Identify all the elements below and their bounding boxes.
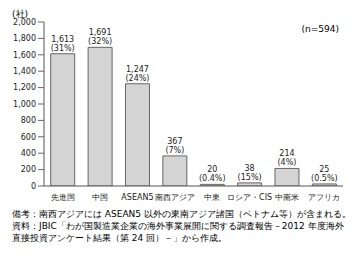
svg-text:367: 367 [167,137,182,146]
svg-text:25: 25 [319,165,329,174]
svg-text:中東: 中東 [204,193,220,202]
svg-text:200: 200 [21,165,36,174]
html-text:資料：JBIC「わが国製造業企業の海外事業展開に関する調査報: 資料：JBIC「わが国製造業企業の海外事業展開に関する調査報告－2012 年度海… [12,221,344,243]
svg-text:1,600: 1,600 [13,51,36,60]
svg-text:アフリカ: アフリカ [308,193,340,202]
html-text:(社): (社) [12,9,28,19]
svg-text:1,800: 1,800 [13,34,36,43]
svg-text:(0.5%): (0.5%) [311,174,338,183]
svg-text:600: 600 [21,133,36,142]
svg-text:中南米: 中南米 [275,193,299,202]
svg-text:南西アジア: 南西アジア [155,193,195,202]
svg-text:ASEAN5: ASEAN5 [121,193,153,202]
svg-text:(0.4%): (0.4%) [199,174,226,183]
svg-text:1,000: 1,000 [13,100,36,109]
svg-text:1,691: 1,691 [89,28,112,37]
svg-text:400: 400 [21,149,36,158]
svg-text:ロシア・CIS: ロシア・CIS [227,193,272,202]
svg-text:800: 800 [21,116,36,125]
svg-text:2,000: 2,000 [13,18,36,27]
html-text:(n=594): (n=594) [301,24,339,34]
svg-text:1,400: 1,400 [13,67,36,76]
svg-text:38: 38 [245,164,255,173]
svg-text:先進国: 先進国 [51,193,75,202]
svg-text:0: 0 [31,182,36,191]
html-text:備考：南西アジアには ASEAN5 以外の東南アジア諸国（ベ: 備考：南西アジアには ASEAN5 以外の東南アジア諸国（ベトナム等）が含まれる… [12,209,351,219]
svg-text:中国: 中国 [92,193,108,202]
svg-text:214: 214 [279,149,294,158]
svg-text:20: 20 [207,165,217,174]
svg-text:1,613: 1,613 [51,35,74,44]
svg-text:(31%): (31%) [51,44,75,53]
svg-text:1,200: 1,200 [13,83,36,92]
svg-text:1,247: 1,247 [126,65,149,74]
svg-text:(15%): (15%) [238,173,262,182]
svg-text:(7%): (7%) [165,146,184,155]
svg-text:(32%): (32%) [88,37,112,46]
svg-text:(4%): (4%) [278,158,297,167]
svg-text:(24%): (24%) [125,74,149,83]
